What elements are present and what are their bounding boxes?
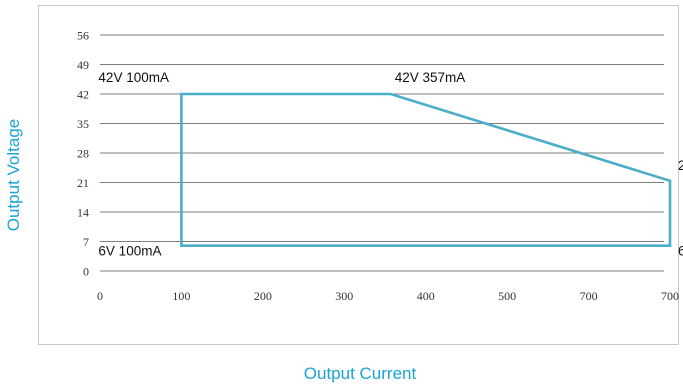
- x-tick-label: 400: [417, 289, 435, 303]
- data-annotation: 21.4V 700mA: [678, 158, 683, 173]
- x-tick-label: 0: [97, 289, 103, 303]
- series-outline: [180, 92, 672, 248]
- y-tick-label: 21: [77, 176, 89, 190]
- y-tick-label: 49: [77, 58, 89, 72]
- y-tick-label: 14: [77, 205, 89, 219]
- data-annotation: 42V 357mA: [395, 70, 466, 85]
- y-tick-label: 42: [77, 87, 89, 101]
- plot-area-frame: [38, 5, 679, 345]
- x-tick-label: 200: [254, 289, 272, 303]
- y-tick-label: 35: [77, 117, 89, 131]
- data-annotation: 42V 100mA: [98, 70, 169, 85]
- x-tick-label: 100: [172, 289, 190, 303]
- y-tick-label: 28: [77, 146, 89, 160]
- data-annotation: 6V 700mA: [678, 244, 683, 259]
- data-annotation: 6V 100mA: [98, 244, 161, 259]
- x-tick-label: 700: [580, 289, 598, 303]
- y-tick-label: 0: [83, 265, 89, 279]
- x-tick-label: 700: [661, 289, 679, 303]
- x-axis-title: Output Current: [303, 364, 417, 383]
- y-tick-label: 56: [77, 28, 89, 42]
- y-tick-label: 7: [83, 235, 89, 249]
- x-tick-label: 500: [498, 289, 516, 303]
- x-tick-label: 300: [335, 289, 353, 303]
